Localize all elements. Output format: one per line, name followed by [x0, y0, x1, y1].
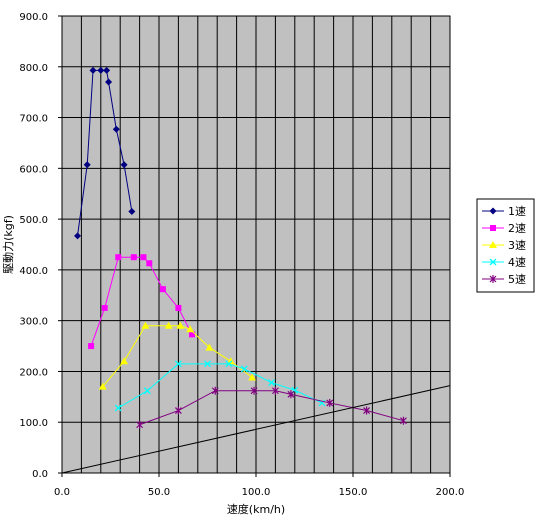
series-2 [88, 254, 195, 350]
legend-item: 3速 [482, 239, 526, 252]
data-point [186, 325, 195, 333]
legend-item: 1速 [482, 205, 526, 218]
y-tick-label: 400.0 [19, 266, 48, 277]
series-5 [136, 386, 407, 429]
x-axis-ticks: 0.0 50.0 100.0 150.0 200.0 [54, 473, 464, 498]
y-tick-label: 0.0 [32, 469, 48, 480]
x-axis-label: 速度(km/h) [227, 502, 285, 516]
data-point [74, 232, 82, 240]
data-point [363, 406, 371, 415]
data-point [120, 357, 129, 365]
series-line [61, 385, 451, 474]
series-6 [61, 385, 451, 474]
y-tick-label: 800.0 [19, 63, 48, 74]
x-tick-label: 100.0 [242, 487, 271, 498]
legend-label: 2速 [508, 222, 526, 235]
data-point [128, 207, 136, 215]
data-point [250, 386, 258, 395]
data-point [89, 66, 97, 74]
x-tick-label: 150.0 [339, 487, 368, 498]
data-point [188, 331, 195, 338]
data-point [268, 379, 275, 387]
y-tick-label: 600.0 [19, 164, 48, 175]
y-tick-label: 200.0 [19, 367, 48, 378]
data-point [105, 78, 113, 86]
data-point [141, 321, 150, 329]
data-point [146, 260, 153, 267]
series-layer [61, 66, 451, 474]
data-point [143, 387, 151, 395]
data-point [400, 416, 407, 425]
data-point [489, 207, 497, 215]
legend-label: 3速 [508, 239, 526, 252]
data-point [114, 404, 122, 412]
data-point [130, 254, 137, 261]
data-point [112, 125, 120, 133]
data-point [174, 406, 182, 415]
data-point [271, 386, 279, 395]
data-point [489, 241, 497, 248]
data-point [490, 225, 496, 231]
data-point [174, 360, 182, 368]
data-point [88, 343, 95, 350]
y-axis-ticks: 0.0 100.0 200.0 300.0 400.0 500.0 600.0 700.0 80… [19, 12, 62, 480]
legend-label: 5速 [508, 273, 526, 286]
legend-item: 5速 [482, 273, 526, 286]
data-point [97, 66, 105, 74]
data-point [83, 161, 91, 169]
data-point [164, 321, 173, 329]
data-point [115, 254, 122, 261]
legend: 1速 2速 3速 4速 5速 [476, 198, 535, 293]
legend-label: 1速 [508, 205, 526, 218]
data-point [489, 258, 497, 266]
legend-item: 4速 [482, 256, 526, 269]
data-point [101, 304, 108, 311]
x-tick-label: 50.0 [148, 487, 170, 498]
data-point [225, 360, 233, 368]
y-axis-label: 駆動力(kgf) [1, 215, 15, 274]
legend-label: 4速 [508, 256, 526, 269]
data-point [240, 365, 248, 373]
y-tick-label: 300.0 [19, 317, 48, 328]
data-point [136, 420, 144, 429]
data-point [159, 286, 166, 293]
data-point [326, 398, 334, 407]
x-tick-label: 0.0 [54, 487, 70, 498]
data-point [204, 360, 211, 368]
series-1 [74, 66, 136, 240]
data-point [489, 275, 497, 283]
data-point [103, 66, 111, 74]
y-tick-label: 900.0 [19, 12, 48, 23]
y-tick-label: 500.0 [19, 215, 48, 226]
y-tick-label: 700.0 [19, 114, 48, 125]
y-tick-label: 100.0 [19, 418, 48, 429]
data-point [211, 386, 219, 395]
data-point [287, 390, 295, 399]
data-point [120, 161, 128, 169]
data-point [205, 343, 214, 351]
data-point [248, 373, 257, 381]
data-point [226, 357, 235, 365]
legend-item: 2速 [482, 222, 526, 235]
data-point [98, 382, 107, 390]
x-tick-label: 200.0 [436, 487, 465, 498]
data-point [176, 321, 185, 329]
data-point [175, 304, 182, 311]
data-point [140, 254, 147, 261]
series-3 [98, 321, 257, 390]
gridlines [61, 15, 451, 474]
